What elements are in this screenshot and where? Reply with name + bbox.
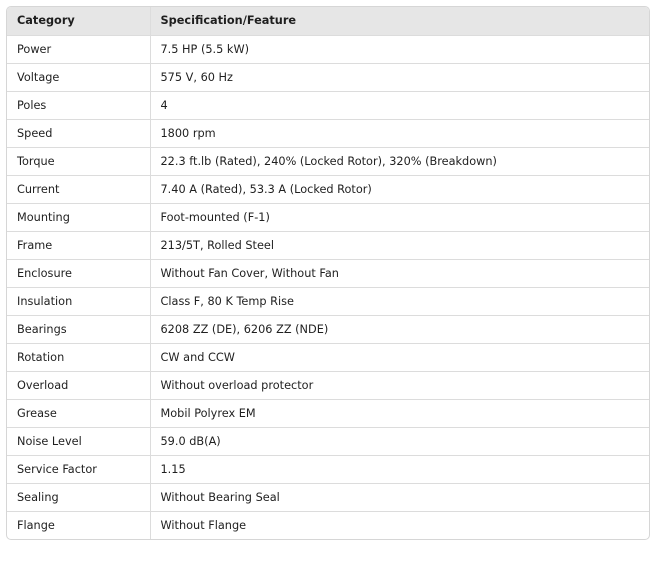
- category-cell: Flange: [7, 510, 151, 539]
- table-row: Poles 4: [7, 90, 649, 119]
- spec-table: Category Specification/Feature Power 7.5 …: [7, 7, 649, 539]
- table-row: Power 7.5 HP (5.5 kW): [7, 34, 649, 63]
- category-cell: Power: [7, 34, 151, 63]
- category-cell: Rotation: [7, 342, 151, 371]
- category-cell: Overload: [7, 370, 151, 399]
- category-cell: Sealing: [7, 482, 151, 511]
- spec-value-cell: 4: [150, 90, 649, 119]
- category-cell: Current: [7, 174, 151, 203]
- table-row: Service Factor 1.15: [7, 454, 649, 483]
- table-row: Enclosure Without Fan Cover, Without Fan: [7, 258, 649, 287]
- spec-value-cell: Mobil Polyrex EM: [150, 398, 649, 427]
- spec-value-cell: Without Flange: [150, 510, 649, 539]
- spec-value-cell: Without Bearing Seal: [150, 482, 649, 511]
- table-row: Frame 213/5T, Rolled Steel: [7, 230, 649, 259]
- category-cell: Mounting: [7, 202, 151, 231]
- spec-value-cell: 7.40 A (Rated), 53.3 A (Locked Rotor): [150, 174, 649, 203]
- category-cell: Speed: [7, 118, 151, 147]
- table-row: Current 7.40 A (Rated), 53.3 A (Locked Ro…: [7, 174, 649, 203]
- spec-value-cell: 6208 ZZ (DE), 6206 ZZ (NDE): [150, 314, 649, 343]
- table-row: Rotation CW and CCW: [7, 342, 649, 371]
- category-cell: Bearings: [7, 314, 151, 343]
- table-row: Voltage 575 V, 60 Hz: [7, 62, 649, 91]
- table-row: Noise Level 59.0 dB(A): [7, 426, 649, 455]
- spec-value-cell: 22.3 ft.lb (Rated), 240% (Locked Rotor),…: [150, 146, 649, 175]
- category-cell: Noise Level: [7, 426, 151, 455]
- table-row: Torque 22.3 ft.lb (Rated), 240% (Locked R…: [7, 146, 649, 175]
- table-row: Insulation Class F, 80 K Temp Rise: [7, 286, 649, 315]
- spec-table-container: Category Specification/Feature Power 7.5 …: [6, 6, 650, 540]
- table-row: Sealing Without Bearing Seal: [7, 482, 649, 511]
- table-row: Speed 1800 rpm: [7, 118, 649, 147]
- category-cell: Service Factor: [7, 454, 151, 483]
- category-cell: Enclosure: [7, 258, 151, 287]
- spec-value-cell: 213/5T, Rolled Steel: [150, 230, 649, 259]
- table-row: Mounting Foot-mounted (F-1): [7, 202, 649, 231]
- spec-value-cell: 7.5 HP (5.5 kW): [150, 34, 649, 63]
- table-row: Grease Mobil Polyrex EM: [7, 398, 649, 427]
- spec-value-cell: Without overload protector: [150, 370, 649, 399]
- table-row: Flange Without Flange: [7, 510, 649, 539]
- spec-value-cell: Foot-mounted (F-1): [150, 202, 649, 231]
- spec-value-cell: Class F, 80 K Temp Rise: [150, 286, 649, 315]
- spec-value-cell: 1800 rpm: [150, 118, 649, 147]
- header-row: Category Specification/Feature: [7, 7, 649, 35]
- category-cell: Voltage: [7, 62, 151, 91]
- header-specification: Specification/Feature: [150, 7, 649, 35]
- category-cell: Torque: [7, 146, 151, 175]
- spec-value-cell: 59.0 dB(A): [150, 426, 649, 455]
- spec-value-cell: 1.15: [150, 454, 649, 483]
- header-category: Category: [7, 7, 151, 35]
- category-cell: Insulation: [7, 286, 151, 315]
- spec-value-cell: Without Fan Cover, Without Fan: [150, 258, 649, 287]
- spec-value-cell: 575 V, 60 Hz: [150, 62, 649, 91]
- spec-value-cell: CW and CCW: [150, 342, 649, 371]
- category-cell: Poles: [7, 90, 151, 119]
- category-cell: Grease: [7, 398, 151, 427]
- table-row: Bearings 6208 ZZ (DE), 6206 ZZ (NDE): [7, 314, 649, 343]
- table-row: Overload Without overload protector: [7, 370, 649, 399]
- category-cell: Frame: [7, 230, 151, 259]
